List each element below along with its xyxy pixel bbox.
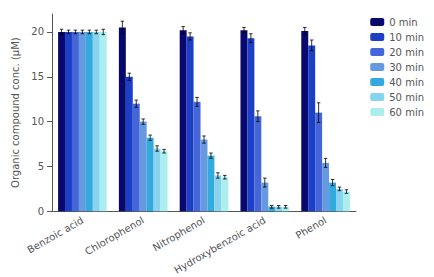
svg-text:Chlorophenol: Chlorophenol [83,215,146,258]
svg-text:10 min: 10 min [389,32,424,43]
svg-text:20 min: 20 min [389,47,424,58]
svg-text:60 min: 60 min [389,107,424,118]
svg-text:40 min: 40 min [389,77,424,88]
svg-text:50 min: 50 min [389,92,424,103]
svg-text:15: 15 [31,71,44,82]
svg-text:Nitrophenol: Nitrophenol [151,215,207,254]
svg-text:Organic compound conc. (μM): Organic compound conc. (μM) [10,37,21,188]
svg-text:Hydroxybenzoic acid: Hydroxybenzoic acid [172,215,267,276]
svg-text:10: 10 [31,116,44,127]
svg-text:Phenol: Phenol [294,215,329,241]
svg-text:Benzoic acid: Benzoic acid [25,215,85,256]
svg-text:0: 0 [38,206,44,217]
svg-text:20: 20 [31,26,44,37]
svg-text:30 min: 30 min [389,62,424,73]
svg-text:5: 5 [38,161,44,172]
svg-text:0 min: 0 min [389,17,417,28]
